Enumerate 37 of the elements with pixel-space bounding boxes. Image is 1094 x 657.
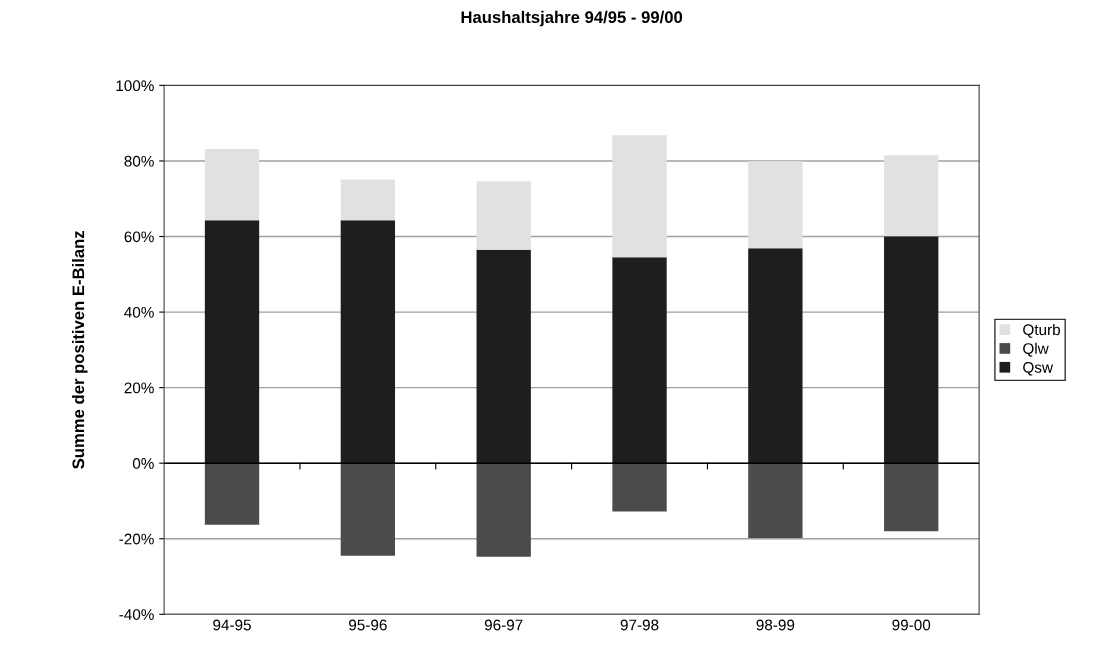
bar: [884, 236, 939, 464]
y-axis-title: Summe der positiven E-Bilanz: [71, 230, 88, 469]
y-tick-label: 40%: [124, 306, 154, 318]
bar: [748, 248, 803, 464]
bar: [612, 463, 667, 512]
x-tick-label: 95-96: [349, 619, 387, 631]
bar: [748, 463, 803, 538]
y-tick-label: 60%: [124, 231, 154, 243]
x-tick-label: 99-00: [892, 619, 931, 631]
bar: [612, 257, 667, 464]
bar: [340, 179, 396, 221]
bar: [476, 181, 531, 250]
y-tick-label: 0%: [132, 458, 154, 469]
bar: [340, 463, 396, 556]
x-tick-label: 97-98: [620, 619, 659, 631]
x-tick-label: 98-99: [756, 619, 795, 631]
legend-label: Qturb: [1023, 323, 1060, 338]
bar: [204, 463, 260, 525]
legend-label: Qlw: [1023, 342, 1049, 357]
y-tick-label: -20%: [119, 533, 154, 545]
bar: [884, 463, 939, 532]
bar: [884, 155, 939, 237]
x-tick-label: 96-97: [484, 619, 523, 631]
bar: [476, 249, 531, 464]
legend-label: Qsw: [1023, 361, 1054, 376]
chart-title: Haushaltsjahre 94/95 - 99/00: [461, 10, 683, 27]
bar: [204, 220, 260, 464]
bar: [204, 148, 260, 221]
bar: [612, 135, 667, 258]
bar: [476, 463, 531, 557]
y-tick-label: -40%: [119, 609, 154, 620]
x-tick-label: 94-95: [213, 619, 251, 631]
bar: [340, 220, 396, 464]
y-tick-label: 80%: [124, 155, 154, 167]
bar: [748, 161, 803, 249]
y-tick-label: 100%: [116, 80, 154, 92]
y-tick-label: 20%: [124, 382, 154, 394]
